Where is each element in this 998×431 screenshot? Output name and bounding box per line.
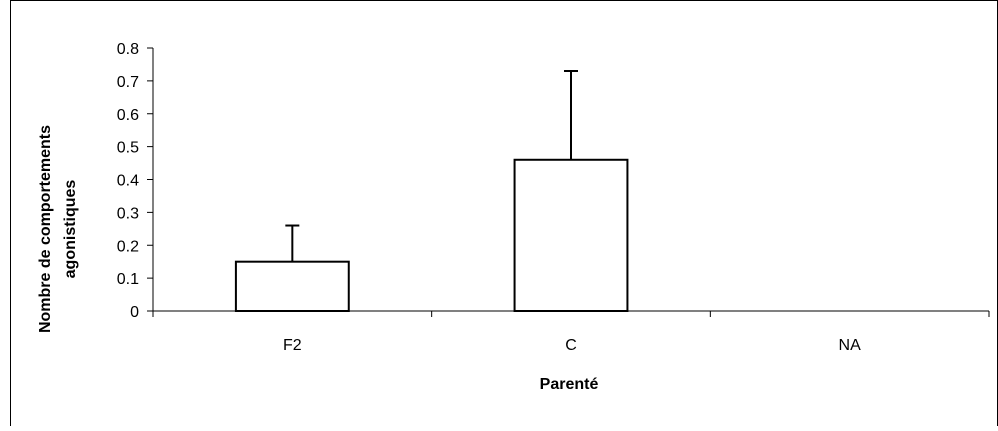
y-tick-label-6: 0.6 xyxy=(117,107,139,124)
y-axis-label-line-1: Nombre de comportements xyxy=(37,125,54,333)
chart-border xyxy=(10,0,998,426)
y-tick-label-3: 0.3 xyxy=(117,205,139,222)
y-tick-label-2: 0.2 xyxy=(117,238,139,255)
y-tick-label-8: 0.8 xyxy=(117,41,139,58)
bar-f2 xyxy=(234,260,350,312)
y-tick-label-1: 0.1 xyxy=(117,271,139,288)
x-tick-label-c: C xyxy=(565,337,577,354)
plot-area: 0 0.1 0.2 0.3 0.4 0.5 0.6 0.7 0.8 F2 C NA xyxy=(117,41,990,354)
y-tick-label-0: 0 xyxy=(130,304,139,321)
y-axis-label-line-2: agonistiques xyxy=(62,180,79,279)
x-tick-label-na: NA xyxy=(839,337,862,354)
bar-c xyxy=(513,158,629,312)
y-tick-label-4: 0.4 xyxy=(117,173,139,190)
x-axis-label: Parenté xyxy=(540,376,599,393)
y-tick-label-5: 0.5 xyxy=(117,140,139,157)
x-tick-label-f2: F2 xyxy=(283,337,302,354)
y-tick-label-7: 0.7 xyxy=(117,74,139,91)
